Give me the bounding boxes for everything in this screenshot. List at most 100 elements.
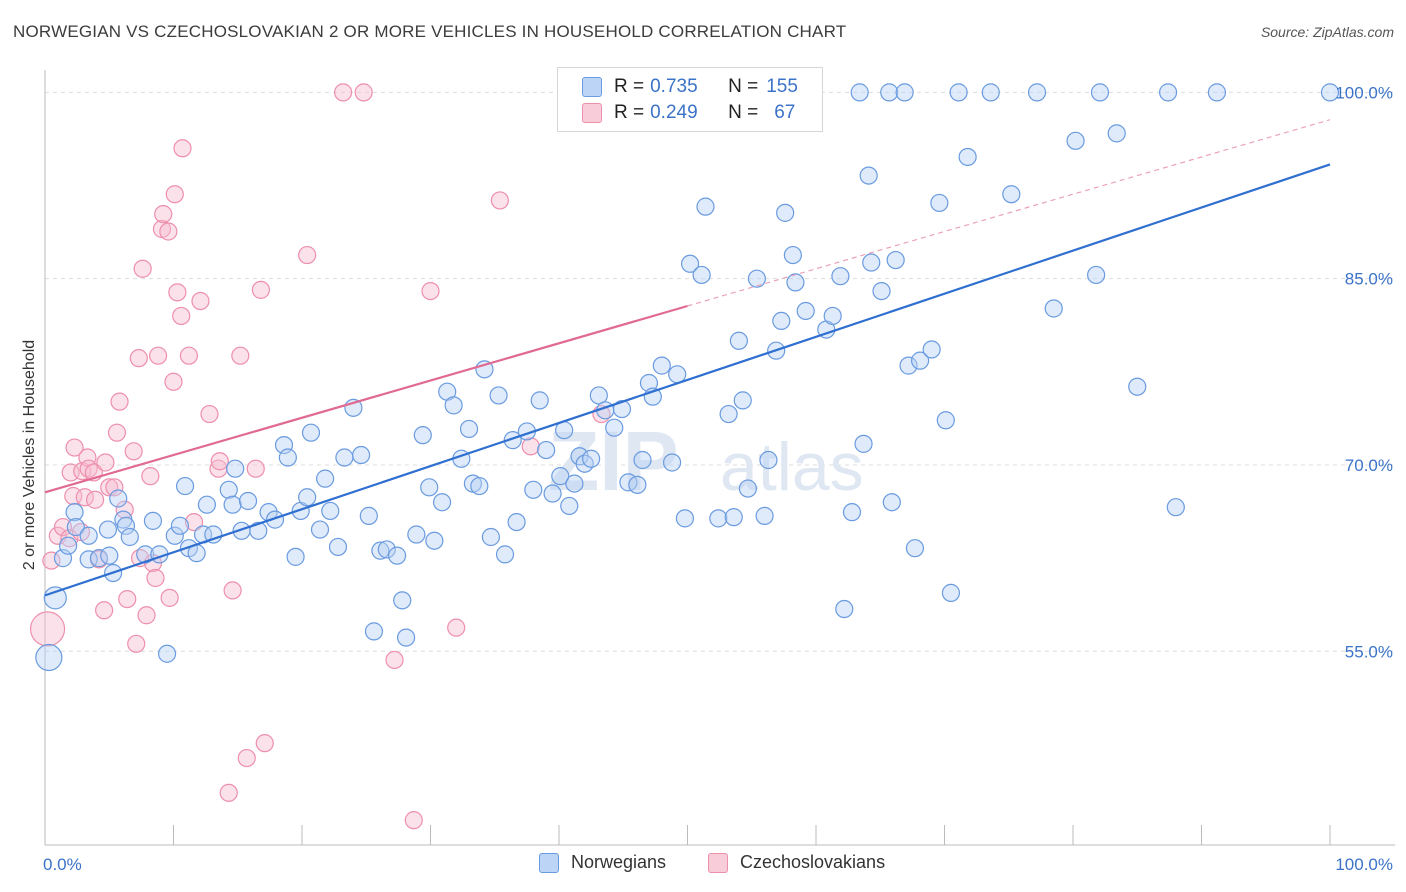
- norwegian-point: [981, 83, 1000, 102]
- norwegian-point: [772, 311, 791, 331]
- legend-r-label: R =: [614, 102, 645, 123]
- norwegian-point: [364, 622, 384, 641]
- norwegian-point: [459, 419, 479, 439]
- czechoslovakian-point: [172, 306, 191, 326]
- norwegian-point: [335, 448, 354, 467]
- czechoslovakian-point: [133, 259, 152, 278]
- norwegian-point: [352, 445, 371, 465]
- czechoslovakian-point: [110, 392, 129, 411]
- norwegian-point: [692, 265, 711, 285]
- czechoslovakian-point: [129, 349, 148, 368]
- legend-n-value: 67: [774, 102, 796, 123]
- norwegian-point: [910, 351, 930, 370]
- norwegian-point: [560, 496, 579, 516]
- norwegian-point: [278, 448, 297, 467]
- tick-labels: 55.0% 70.0% 85.0% 100.0% 0.0% 100.0%: [43, 83, 1393, 874]
- norwegian-point: [551, 467, 570, 486]
- norwegian-point: [286, 547, 305, 566]
- norwegian-point: [565, 474, 584, 493]
- norwegian-point: [1066, 131, 1085, 150]
- czechoslovakian-point: [95, 601, 114, 620]
- norwegian-point: [680, 254, 700, 273]
- norwegian-point: [1027, 83, 1047, 102]
- norwegian-point: [316, 469, 335, 488]
- czechoslovakian-point: [65, 438, 84, 457]
- bottom-legend-swatch-czechoslovakians: [708, 852, 728, 873]
- norwegian-point: [35, 643, 63, 672]
- norwegian-point: [783, 245, 802, 265]
- norwegian-point: [850, 83, 869, 102]
- norwegian-point: [396, 628, 416, 647]
- norwegian-point: [470, 476, 489, 496]
- norwegian-point: [301, 423, 321, 442]
- norwegian-point: [387, 546, 407, 565]
- norwegian-point: [116, 516, 136, 535]
- bottom-legend-czechoslovakians: Czechoslovakians: [708, 852, 885, 873]
- czechoslovakian-point: [219, 783, 238, 802]
- czechoslovakian-point: [231, 346, 250, 365]
- norwegian-point: [1320, 83, 1340, 102]
- norwegian-point: [65, 503, 84, 522]
- czechoslovakian-point: [246, 459, 265, 478]
- norwegian-point: [59, 536, 78, 555]
- czechoslovakian-point: [421, 281, 440, 301]
- czechoslovakian-point: [255, 734, 274, 753]
- x-tick-label: 100.0%: [1335, 855, 1393, 874]
- czechoslovakian-point: [105, 478, 124, 497]
- czechoslovakian-point: [237, 748, 256, 768]
- czechoslovakian-point: [127, 634, 146, 653]
- norwegian-point: [109, 489, 128, 508]
- norwegian-point: [537, 440, 556, 460]
- correlation-legend: R = 0.735 N = 155 R = 0.249 N = 67: [557, 67, 823, 132]
- norwegian-point: [733, 391, 752, 410]
- norwegian-point: [413, 426, 432, 445]
- legend-r-value: 0.249: [650, 102, 698, 123]
- trend-line-norwegians: [44, 163, 1331, 597]
- gridlines: [45, 91, 1395, 652]
- y-tick-label: 70.0%: [1345, 456, 1393, 475]
- norwegian-point: [432, 493, 452, 512]
- norwegian-point: [859, 166, 878, 185]
- norwegian-point: [507, 512, 526, 532]
- norwegian-point: [530, 391, 549, 410]
- series-czechoslovakians: [29, 83, 611, 830]
- czechoslovakian-point: [173, 139, 192, 158]
- norwegian-point: [425, 531, 444, 550]
- legend-n-value: 155: [766, 76, 798, 97]
- czechoslovakian-point: [490, 191, 509, 210]
- norwegian-point: [100, 546, 119, 565]
- norwegian-point: [157, 644, 177, 663]
- czechoslovakian-point: [184, 512, 204, 532]
- norwegian-point: [922, 340, 941, 359]
- norwegian-point: [265, 510, 285, 529]
- czechoslovakian-point: [521, 437, 540, 456]
- legend-r-value: 0.735: [650, 76, 698, 97]
- czechoslovakian-point: [298, 245, 317, 265]
- czechoslovakian-point: [210, 452, 229, 471]
- norwegian-point: [238, 491, 258, 511]
- norwegian-point: [905, 539, 925, 558]
- norwegian-point: [489, 386, 508, 405]
- bottom-legend-swatch-norwegians: [539, 852, 559, 873]
- norwegian-point: [328, 537, 348, 557]
- czechoslovakian-point: [124, 442, 143, 461]
- norwegian-point: [949, 83, 968, 102]
- norwegian-point: [675, 509, 695, 528]
- czechoslovakian-point: [53, 517, 73, 537]
- legend-row-czechoslovakians: R = 0.249 N = 67: [582, 101, 795, 125]
- norwegian-point: [755, 506, 774, 525]
- norwegian-point: [165, 526, 184, 545]
- norwegian-point: [407, 525, 426, 544]
- y-tick-label: 55.0%: [1345, 642, 1393, 661]
- norwegian-point: [738, 479, 757, 498]
- czechoslovakian-point: [447, 618, 466, 637]
- watermark-atlas: atlas: [720, 429, 864, 505]
- norwegian-point: [582, 449, 601, 468]
- czechoslovakian-point: [64, 486, 83, 506]
- norwegian-point: [204, 525, 223, 544]
- norwegian-point: [796, 301, 815, 321]
- norwegian-point: [880, 83, 899, 102]
- norwegian-point: [776, 203, 795, 222]
- czechoslovakian-point: [179, 346, 199, 365]
